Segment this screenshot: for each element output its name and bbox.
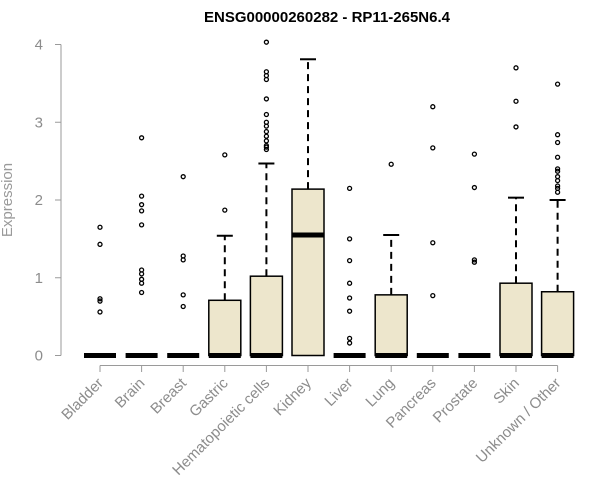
outlier-point — [430, 240, 436, 246]
box-group — [125, 135, 158, 358]
box-group — [333, 185, 366, 358]
outlier-point — [97, 224, 103, 230]
x-tick-label: Lung — [362, 375, 398, 411]
x-tick-label: Breast — [147, 374, 190, 417]
outlier-point — [263, 146, 270, 153]
x-tick-label: Skin — [490, 375, 523, 408]
box-group — [249, 39, 284, 358]
box-group — [540, 81, 575, 358]
outlier-point — [554, 177, 561, 184]
outlier-point — [138, 202, 145, 208]
outlier-point — [222, 207, 228, 213]
outlier-point — [222, 152, 228, 158]
outlier-point — [554, 154, 561, 160]
outlier-point — [263, 111, 270, 118]
outlier-point — [471, 259, 478, 265]
box-group — [374, 161, 408, 358]
outlier-point — [430, 145, 436, 151]
box-group — [499, 65, 533, 358]
outlier-point — [346, 295, 353, 301]
x-tick-label: Bladder — [58, 375, 107, 424]
outlier-point — [554, 189, 561, 195]
outlier-point — [138, 280, 145, 286]
outlier-point — [97, 296, 103, 302]
outlier-point — [513, 98, 519, 104]
y-tick-label: 2 — [35, 192, 43, 209]
outlier-point — [554, 132, 561, 138]
outlier-point — [138, 222, 145, 228]
outlier-point — [430, 292, 436, 299]
outlier-point — [513, 124, 519, 130]
y-tick-label: 3 — [35, 114, 43, 131]
outlier-point — [554, 183, 561, 189]
outlier-point — [97, 298, 103, 304]
outlier-point — [471, 151, 478, 157]
chart-title: ENSG00000260282 - RP11-265N6.4 — [204, 9, 451, 26]
outlier-point — [263, 76, 270, 83]
outlier-point — [263, 128, 270, 135]
box — [374, 294, 408, 357]
outlier-point — [138, 135, 145, 141]
outlier-point — [346, 308, 353, 314]
outlier-point — [346, 257, 353, 264]
y-tick-label: 0 — [35, 348, 43, 365]
outlier-point — [180, 174, 186, 180]
outlier-point — [97, 241, 103, 247]
outlier-point — [263, 133, 270, 139]
y-tick-label: 4 — [35, 37, 43, 54]
box-group — [84, 224, 116, 358]
outlier-point — [263, 138, 270, 144]
outlier-point — [554, 168, 561, 174]
outlier-point — [263, 96, 270, 102]
outlier-point — [554, 139, 561, 146]
outlier-point — [138, 289, 145, 296]
box-group — [416, 104, 449, 358]
outlier-point — [388, 161, 394, 167]
outlier-point — [263, 144, 270, 150]
box-group — [167, 174, 200, 358]
y-axis: 0 1 2 3 4 — [35, 37, 62, 365]
outlier-point — [180, 292, 186, 298]
x-tick-label: Liver — [321, 375, 356, 410]
outlier-point — [346, 340, 353, 346]
box-group — [208, 152, 242, 358]
outlier-point — [554, 81, 561, 87]
plot-area — [84, 39, 575, 358]
outlier-point — [346, 236, 353, 242]
outlier-point — [346, 335, 353, 342]
outlier-point — [346, 280, 353, 286]
box — [291, 188, 325, 357]
outlier-point — [180, 257, 186, 263]
outlier-point — [554, 166, 561, 172]
outlier-point — [430, 104, 436, 110]
y-axis-label: Expression — [0, 163, 16, 237]
box — [499, 282, 533, 357]
box-group — [291, 58, 325, 357]
outlier-point — [346, 185, 353, 191]
box — [540, 290, 575, 357]
x-tick-label: Brain — [112, 375, 149, 412]
box — [249, 275, 284, 357]
x-tick-label: Prostate — [430, 375, 482, 427]
box — [208, 299, 242, 357]
outlier-point — [138, 193, 145, 199]
outlier-point — [513, 65, 519, 71]
x-tick-label: Kidney — [270, 374, 315, 419]
outlier-point — [471, 257, 478, 263]
box-group — [458, 151, 491, 358]
y-tick-label: 1 — [35, 270, 43, 287]
outlier-point — [97, 309, 103, 315]
outlier-point — [138, 208, 145, 214]
outlier-point — [138, 271, 145, 277]
outlier-point — [180, 303, 186, 310]
outlier-point — [471, 184, 478, 191]
outlier-point — [263, 39, 270, 45]
outlier-point — [263, 123, 270, 129]
